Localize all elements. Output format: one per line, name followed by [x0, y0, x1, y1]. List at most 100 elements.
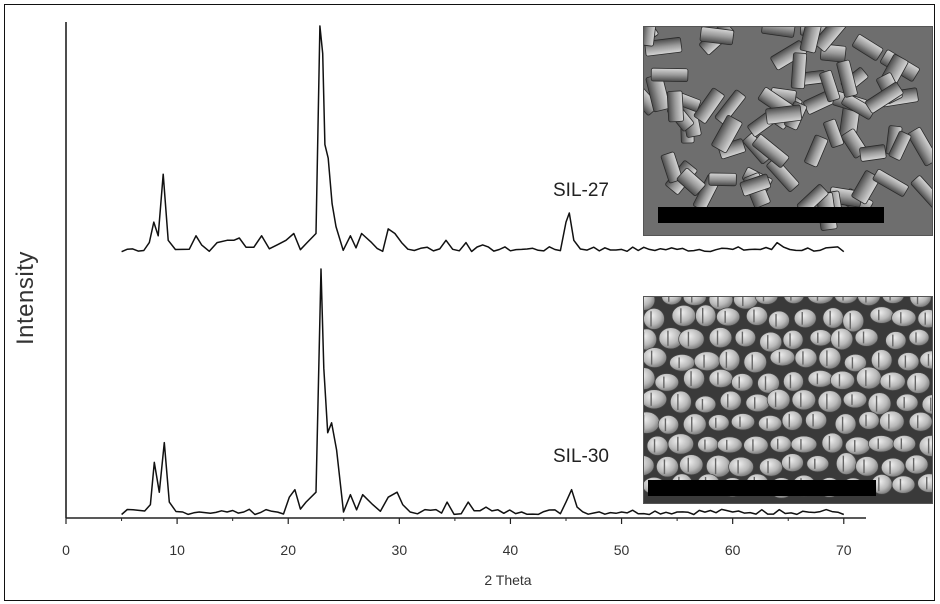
- crystal-disc: [757, 372, 780, 394]
- crystal-disc: [856, 366, 882, 390]
- crystal-disc: [879, 410, 905, 433]
- crystal-disc: [730, 413, 755, 431]
- crystal-disc: [718, 348, 741, 372]
- sem-image-discs: [643, 296, 933, 504]
- crystal-rod: [836, 59, 858, 98]
- crystal-disc: [768, 310, 790, 330]
- crystal-rod: [813, 27, 847, 52]
- crystal-disc: [743, 435, 769, 455]
- crystal-disc: [869, 306, 894, 324]
- crystal-rod: [711, 115, 743, 153]
- x-tick-label: 0: [62, 542, 70, 558]
- crystal-disc: [654, 373, 680, 392]
- crystal-disc: [897, 352, 920, 372]
- crystal-disc: [679, 454, 704, 476]
- crystal-disc: [781, 410, 803, 431]
- crystal-rod: [819, 70, 841, 103]
- crystal-disc: [794, 347, 818, 368]
- crystal-rod: [910, 175, 932, 211]
- crystal-disc: [805, 410, 828, 430]
- crystal-disc: [697, 436, 719, 453]
- crystal-rod: [644, 27, 657, 47]
- crystal-disc: [844, 353, 867, 372]
- crystal-disc: [919, 350, 932, 370]
- crystal-disc: [646, 435, 669, 456]
- crystal-disc: [807, 370, 834, 388]
- crystal-disc: [759, 457, 783, 477]
- x-tick-label: 40: [503, 542, 519, 558]
- crystal-disc: [882, 297, 905, 304]
- x-tick-label: 30: [392, 542, 408, 558]
- crystal-disc: [693, 351, 721, 372]
- crystal-disc: [728, 456, 754, 477]
- crystal-disc: [807, 297, 834, 305]
- crystal-disc: [743, 351, 767, 374]
- crystal-disc: [766, 389, 791, 411]
- crystal-rod: [799, 27, 824, 54]
- crystal-disc: [683, 367, 705, 390]
- x-axis-label: 2 Theta: [484, 572, 531, 588]
- crystal-rod: [650, 67, 689, 82]
- crystal-disc: [671, 304, 697, 327]
- x-tick-label: 60: [725, 542, 741, 558]
- crystal-disc: [644, 411, 660, 434]
- crystal-disc: [844, 436, 871, 456]
- crystal-disc: [708, 327, 733, 349]
- crystal-disc: [908, 411, 932, 432]
- crystal-disc: [834, 413, 857, 435]
- crystal-disc: [790, 435, 818, 454]
- x-tick-label: 70: [836, 542, 852, 558]
- series-line-sil-27: [121, 25, 845, 253]
- crystal-disc: [918, 435, 932, 457]
- crystal-rod: [660, 151, 683, 184]
- crystal-disc: [644, 307, 665, 330]
- crystal-disc: [667, 433, 694, 455]
- crystal-rod: [666, 90, 684, 123]
- crystal-disc: [908, 329, 930, 346]
- crystal-disc: [891, 475, 916, 494]
- crystal-disc: [806, 455, 830, 473]
- crystal-disc: [817, 390, 842, 413]
- crystal-rod: [872, 169, 909, 197]
- series-label-sil27: SIL-27: [553, 180, 609, 201]
- crystal-disc: [891, 308, 917, 327]
- crystal-disc: [731, 373, 754, 392]
- crystal-disc: [644, 328, 658, 351]
- crystal-disc: [791, 389, 816, 411]
- crystal-rod: [841, 93, 875, 120]
- crystal-rod: [714, 89, 746, 125]
- crystal-rod: [761, 27, 796, 38]
- crystal-disc: [682, 413, 707, 436]
- crystal-rod: [859, 144, 887, 162]
- crystal-disc: [809, 329, 832, 347]
- crystal-disc: [708, 414, 730, 432]
- crystal-rod: [765, 104, 803, 125]
- crystal-disc: [870, 349, 893, 371]
- crystal-rod: [693, 87, 725, 124]
- crystal-disc: [644, 389, 668, 410]
- crystal-rod: [699, 27, 735, 46]
- crystal-rod: [823, 118, 844, 148]
- crystal-disc: [694, 395, 717, 414]
- x-tick-labels: 0 10 20 30 40 50 60 70: [62, 542, 852, 558]
- crystal-disc: [669, 390, 692, 414]
- crystal-disc: [745, 306, 768, 326]
- crystal-disc: [758, 415, 783, 432]
- series-label-sil30: SIL-30: [553, 446, 609, 467]
- crystal-disc: [708, 369, 734, 388]
- crystal-disc: [917, 473, 932, 493]
- sem-scale-bar: [658, 207, 884, 223]
- crystal-disc: [904, 454, 929, 475]
- crystal-disc: [657, 415, 679, 435]
- crystal-disc: [857, 297, 881, 306]
- crystal-disc: [644, 455, 655, 476]
- crystal-rod: [888, 130, 912, 161]
- crystal-disc: [867, 392, 892, 415]
- sem-scale-bar: [648, 480, 876, 496]
- crystal-disc: [661, 297, 683, 306]
- crystal-rod: [708, 172, 737, 187]
- y-axis-label: Intensity: [12, 251, 39, 345]
- chart-frame: [4, 4, 935, 601]
- crystal-disc: [868, 435, 895, 453]
- crystal-disc: [895, 393, 919, 412]
